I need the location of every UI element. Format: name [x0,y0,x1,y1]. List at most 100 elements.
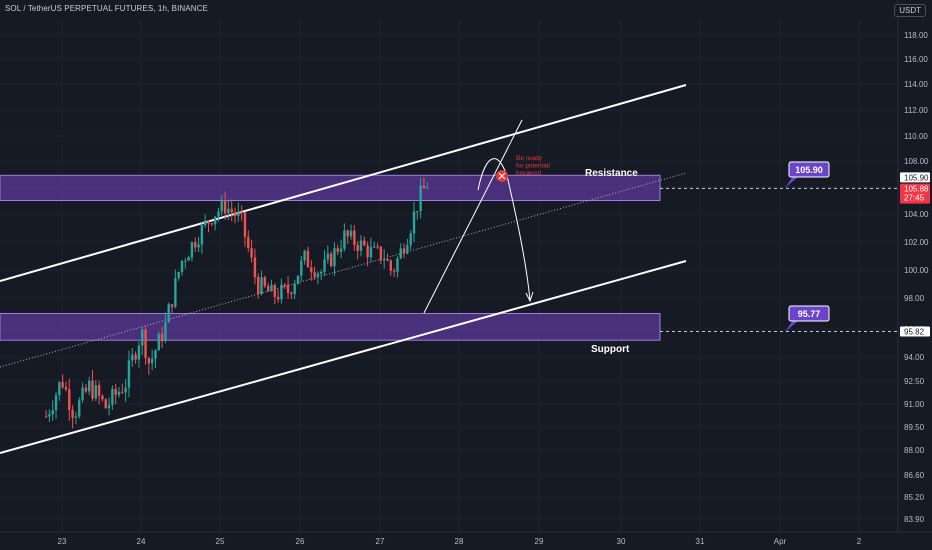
candle-body [184,260,187,262]
candle-body [81,387,84,401]
candle-body [313,272,316,278]
last-price-tag: 105.90 [904,173,929,182]
chart-title: SOL / TetherUS PERPETUAL FUTURES, 1h, BI… [5,4,208,13]
candle-body [194,242,197,248]
candle-body [270,285,273,292]
candle-body [64,387,68,390]
candle-body [349,230,353,237]
candle-body [280,284,283,300]
y-tick-label: 85.20 [904,493,925,502]
candle-body [54,395,58,411]
candle-body [227,208,230,214]
currency-button[interactable]: USDT [894,4,926,17]
candle-body [58,382,61,396]
resistance-callout-box [788,161,830,178]
x-tick-label: 30 [617,537,626,546]
support-zone [0,313,661,341]
support-callout-pointer [785,320,799,332]
candle-body [121,391,124,393]
candle-body [353,230,356,245]
zones [0,174,898,341]
candle-body [333,248,336,267]
candle-body [300,260,303,276]
candle-body [101,395,104,400]
candle-body [141,329,144,346]
y-tick-label: 116.00 [904,55,928,64]
candle-body [131,354,134,361]
candle-body [273,285,276,297]
candle-body [68,389,71,411]
x-tick-label: 2 [857,537,862,546]
resistance-zone [0,174,661,202]
candle-body [180,260,184,272]
candle-body [296,275,300,284]
candle-body [320,272,323,274]
y-tick-label: 118.00 [904,31,928,40]
candle-body [237,211,240,217]
candle-body [276,296,280,300]
candle-body [223,200,227,214]
candle-body [71,410,74,418]
current-price-tag-bg [900,183,930,204]
y-tick-label: 110.00 [904,132,928,141]
y-tick-label: 89.50 [904,423,925,432]
candle-body [412,211,416,234]
support-price-tag: 95.82 [904,328,925,337]
candle-body [74,416,78,418]
candle-body [266,286,270,292]
y-tick-label: 112.00 [904,106,928,115]
candle-body [359,240,363,251]
candle-body [107,404,111,409]
candle-body [207,220,210,224]
candle-body [61,382,64,388]
candle-body [343,230,346,249]
candle-body [366,245,369,258]
candle-body [392,270,396,272]
candle-body [402,248,406,254]
support-price-tag-bg [900,326,930,337]
y-tick-label: 104.00 [904,210,929,219]
candle-body [160,333,164,342]
y-tick-label: 102.00 [904,238,929,247]
candle-body [230,208,233,213]
price-axis[interactable]: 118.00116.00114.00112.00110.00108.00106.… [897,0,932,550]
x-tick-label: 26 [296,537,305,546]
candle-body [104,399,107,409]
candle-body [263,277,267,287]
candle-body [422,185,426,189]
candle-body [399,248,402,259]
candle-body [94,385,98,399]
candle-body [323,259,326,273]
time-axis-bg [0,532,898,550]
resistance-label: Resistance [585,168,638,179]
support-label: Support [591,344,630,355]
x-tick-label: 23 [58,537,67,546]
candle-body [253,257,257,278]
candle-body [137,345,141,360]
y-tick-label: 114.00 [904,80,928,89]
candle-body [286,285,290,293]
mid-channel-line [0,172,687,368]
candle-body [369,247,373,258]
candle-body [419,185,422,212]
candle-body [147,357,151,364]
candle-body [164,322,167,342]
candle-body [386,259,389,261]
y-tick-label: 83.90 [904,515,925,524]
time-axis[interactable]: 23 24 25 26 27 28 29 30 31 Apr 2 [0,531,932,550]
candle-body [336,248,339,252]
candle-body [373,246,376,248]
upper-channel-line [0,84,687,282]
price-axis-bg [898,0,932,550]
y-tick-label: 98.00 [904,294,925,303]
projection-arrowhead [525,291,534,303]
candle-body [247,236,250,249]
candle-body [363,240,366,246]
candle-body [134,354,137,360]
y-tick-label: 94.00 [904,353,925,362]
candle-body [409,233,412,246]
candle-body [316,273,320,278]
candle-body [114,388,117,395]
candle-body [111,388,114,405]
